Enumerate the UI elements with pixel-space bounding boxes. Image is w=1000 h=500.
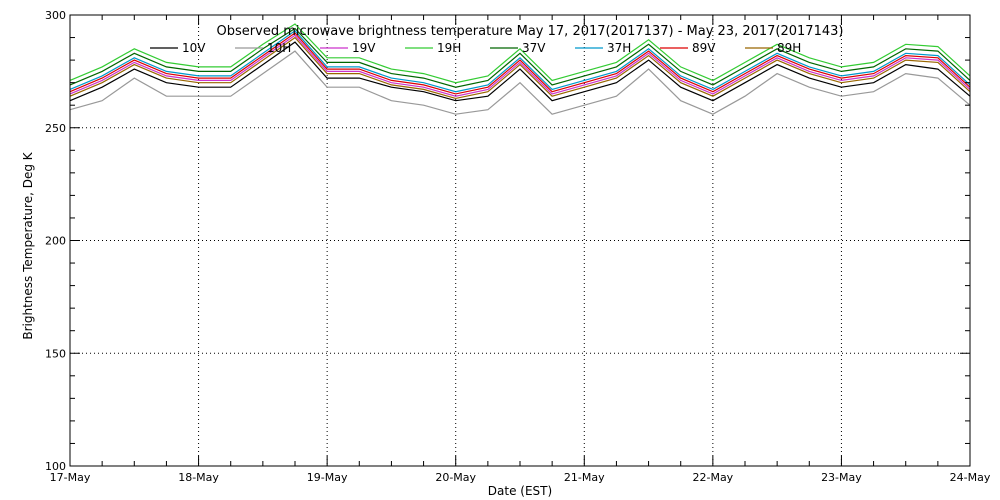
y-tick-label: 150 (45, 347, 66, 360)
chart-title: Observed microwave brightness temperatur… (217, 24, 844, 39)
x-tick-label: 21-May (564, 471, 605, 484)
y-tick-label: 100 (45, 460, 66, 473)
series-line-10v (69, 41, 971, 102)
series-line-10h (69, 50, 971, 115)
series-line-19h (69, 23, 971, 84)
x-tick-label: 22-May (692, 471, 733, 484)
legend-label-89v: 89V (692, 41, 716, 55)
x-tick-label: 18-May (178, 471, 219, 484)
x-tick-label: 20-May (435, 471, 476, 484)
y-tick-label: 300 (45, 9, 66, 22)
legend-label-10h: 10H (267, 41, 291, 55)
y-axis-title: Brightness Temperature, Deg K (21, 151, 35, 339)
series-line-89h (69, 36, 971, 100)
series-line-19v (69, 34, 971, 97)
legend-label-10v: 10V (182, 41, 206, 55)
series-line-37v (69, 27, 971, 88)
x-axis-title: Date (EST) (488, 484, 552, 498)
legend-label-89h: 89H (777, 41, 801, 55)
legend-label-19h: 19H (437, 41, 461, 55)
legend-label-19v: 19V (352, 41, 376, 55)
y-tick-label: 200 (45, 235, 66, 248)
x-tick-label: 23-May (821, 471, 862, 484)
legend-label-37v: 37V (522, 41, 546, 55)
series-line-37h (69, 30, 971, 93)
x-tick-label: 17-May (50, 471, 91, 484)
legend: 10V 10H 19V 19H 37V 37H 89V 89H (150, 41, 801, 55)
tick-layer: 100 150 200 250 300 17-May 18-May 19-May 20-May 2… (45, 9, 991, 484)
series-line-89v (69, 32, 971, 95)
y-tick-label: 250 (45, 122, 66, 135)
legend-label-37h: 37H (607, 41, 631, 55)
x-tick-label: 24-May (950, 471, 991, 484)
series-layer (69, 23, 971, 115)
x-tick-label: 19-May (307, 471, 348, 484)
